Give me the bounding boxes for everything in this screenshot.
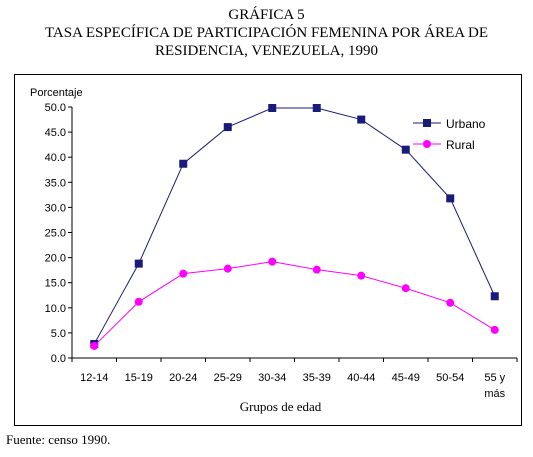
x-tick-label: 25-29 [214, 372, 242, 384]
data-point-rural [134, 297, 143, 306]
data-point-rural [90, 341, 99, 350]
figure-label: GRÁFICA 5 [228, 7, 305, 23]
data-point-rural [223, 264, 232, 273]
chart-title-line-1: TASA ESPECÍFICA DE PARTICIPACIÓN FEMENIN… [44, 25, 489, 41]
y-tick-label: 5.0 [51, 328, 66, 340]
y-tick-label: 20.0 [45, 253, 66, 265]
data-point-rural [401, 284, 410, 293]
x-tick-label-line-2: más [484, 388, 505, 400]
legend-marker-urbano [423, 119, 431, 127]
y-tick-label: 50.0 [45, 102, 66, 114]
y-tick-label: 25.0 [45, 228, 66, 240]
y-tick-label: 10.0 [45, 303, 66, 315]
x-tick-label: 12-14 [80, 372, 108, 384]
data-point-urbano [312, 104, 321, 113]
source-note: Fuente: censo 1990. [6, 432, 111, 447]
legend-marker-rural [423, 140, 431, 148]
x-tick-label: 20-24 [169, 372, 197, 384]
data-point-urbano [134, 259, 143, 268]
legend-label-urbano: Urbano [446, 117, 486, 131]
y-tick-label: 40.0 [45, 152, 66, 164]
chart-frame [14, 74, 522, 426]
data-point-urbano [179, 159, 188, 168]
x-tick-label: 50-54 [436, 372, 464, 384]
data-point-urbano [446, 194, 455, 203]
y-tick-label: 30.0 [45, 202, 66, 214]
data-point-urbano [223, 123, 232, 132]
data-point-rural [179, 269, 188, 278]
y-tick-label: 35.0 [45, 177, 66, 189]
data-point-rural [446, 298, 455, 307]
data-point-rural [357, 271, 366, 280]
y-tick-label: 0.0 [51, 353, 66, 365]
data-point-urbano [490, 292, 499, 301]
x-axis-label: Grupos de edad [240, 399, 322, 414]
data-point-urbano [268, 104, 277, 113]
data-point-rural [312, 265, 321, 274]
y-tick-label: 15.0 [45, 278, 66, 290]
data-point-urbano [357, 115, 366, 124]
chart-title-block: GRÁFICA 5 TASA ESPECÍFICA DE PARTICIPACI… [0, 6, 533, 60]
series-line-urbano [93, 107, 496, 345]
data-point-rural [490, 325, 499, 334]
y-tick-label: 45.0 [45, 127, 66, 139]
chart-title-line-2: RESIDENCIA, VENEZUELA, 1990 [154, 43, 379, 59]
x-tick-label: 55 y [484, 372, 505, 384]
x-tick-label: 45-49 [392, 372, 420, 384]
series-line-rural [93, 261, 496, 347]
x-tick-label: 30-34 [258, 372, 286, 384]
x-tick-label: 35-39 [303, 372, 331, 384]
y-axis-label: Porcentaje [30, 87, 83, 99]
x-tick-label: 15-19 [125, 372, 153, 384]
data-point-rural [268, 257, 277, 266]
data-point-urbano [401, 145, 410, 154]
x-tick-label: 40-44 [347, 372, 375, 384]
legend-label-rural: Rural [446, 138, 475, 152]
